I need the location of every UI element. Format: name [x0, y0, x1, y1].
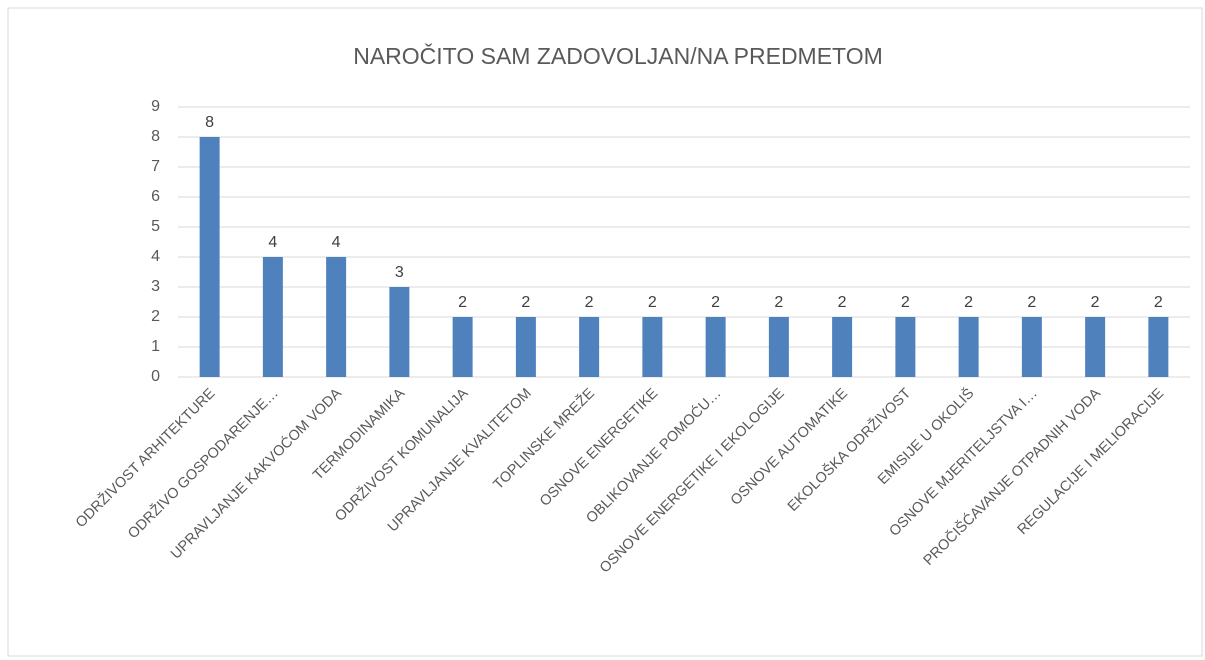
bar [452, 317, 473, 377]
bar [705, 317, 726, 377]
bar [642, 317, 663, 377]
y-tick-label: 7 [151, 158, 160, 175]
bar [515, 317, 536, 377]
data-label: 2 [585, 294, 594, 311]
data-label: 2 [774, 294, 783, 311]
bar [895, 317, 916, 377]
data-label: 2 [648, 294, 657, 311]
bar [579, 317, 600, 377]
bar [326, 257, 347, 377]
y-tick-label: 9 [151, 98, 160, 115]
bar [958, 317, 979, 377]
bar [1085, 317, 1106, 377]
y-tick-label: 2 [151, 308, 160, 325]
y-tick-label: 4 [151, 248, 160, 265]
chart-title: NAROČITO SAM ZADOVOLJAN/NA PREDMETOM [353, 42, 883, 69]
bar [768, 317, 789, 377]
data-label: 2 [1091, 294, 1100, 311]
data-label: 3 [395, 264, 404, 281]
bar [262, 257, 283, 377]
y-tick-label: 5 [151, 218, 160, 235]
data-label: 8 [205, 114, 214, 131]
data-label: 2 [1027, 294, 1036, 311]
bar [1148, 317, 1169, 377]
data-label: 2 [964, 294, 973, 311]
y-tick-label: 8 [151, 128, 160, 145]
data-label: 2 [901, 294, 910, 311]
data-label: 4 [268, 234, 277, 251]
data-label: 2 [521, 294, 530, 311]
bar [1021, 317, 1042, 377]
data-label: 2 [711, 294, 720, 311]
data-label: 2 [838, 294, 847, 311]
data-label: 2 [1154, 294, 1163, 311]
bar [832, 317, 853, 377]
y-tick-label: 1 [151, 338, 160, 355]
data-label: 4 [332, 234, 341, 251]
y-tick-label: 0 [151, 368, 160, 385]
data-label: 2 [458, 294, 467, 311]
y-tick-label: 6 [151, 188, 160, 205]
bar [389, 287, 410, 377]
y-tick-label: 3 [151, 278, 160, 295]
bar [199, 137, 220, 377]
